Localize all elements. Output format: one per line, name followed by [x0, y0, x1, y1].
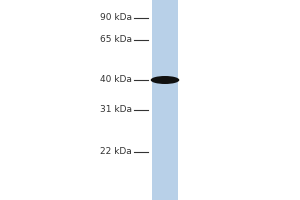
Bar [152, 0, 178, 200]
Text: 65 kDa: 65 kDa [100, 36, 132, 45]
Text: 40 kDa: 40 kDa [100, 75, 132, 84]
Text: 31 kDa: 31 kDa [100, 106, 132, 114]
Ellipse shape [151, 76, 179, 84]
Text: 90 kDa: 90 kDa [100, 14, 132, 22]
Text: 22 kDa: 22 kDa [100, 148, 132, 156]
